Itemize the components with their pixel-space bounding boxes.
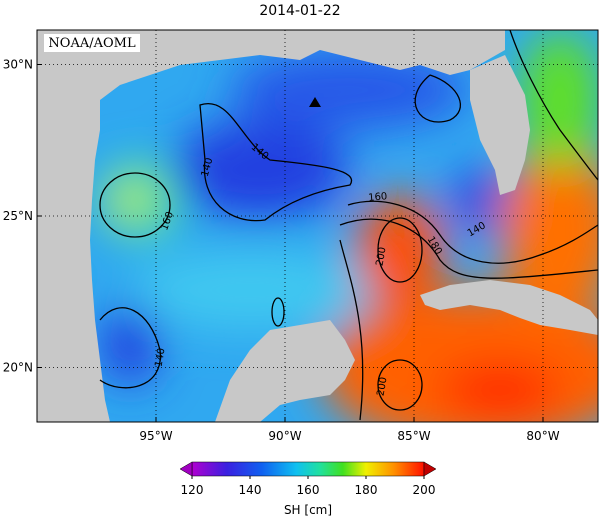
colorbar-label: SH [cm] [284,503,332,517]
colorbar [191,461,425,477]
colorbar-tick-label: 180 [355,483,378,497]
credit-box [44,34,140,52]
colorbar-tick-label: 140 [239,483,262,497]
contour-label: 160 [368,191,388,204]
colorbar-tick-label: 200 [413,483,436,497]
marker [309,97,321,107]
lon-tick-label: 90°W [268,429,301,443]
land [470,55,530,195]
lon-tick-label: 85°W [397,429,430,443]
land [420,280,598,335]
colorbar-under [179,461,193,477]
contour-label: 140 [200,157,216,178]
lat-tick-label: 30°N [3,58,33,72]
contour-label: 200 [374,246,388,267]
contours [99,30,598,421]
colorbar-tick-label: 120 [181,483,204,497]
lat-tick-label: 20°N [3,361,33,375]
colorbar-tick-label: 160 [297,483,320,497]
contour-label: 140 [153,347,167,368]
land [37,30,505,422]
frame [36,29,599,423]
credit: NOAA/AOML [48,36,136,51]
title: 2014-01-22 [259,3,340,19]
lon-tick-label: 95°W [139,429,172,443]
contour-label: 200 [375,376,389,397]
sea-height-field [37,30,598,422]
colorbar-over [423,461,437,477]
lat-tick-label: 25°N [3,209,33,223]
lon-tick-label: 80°W [526,429,559,443]
